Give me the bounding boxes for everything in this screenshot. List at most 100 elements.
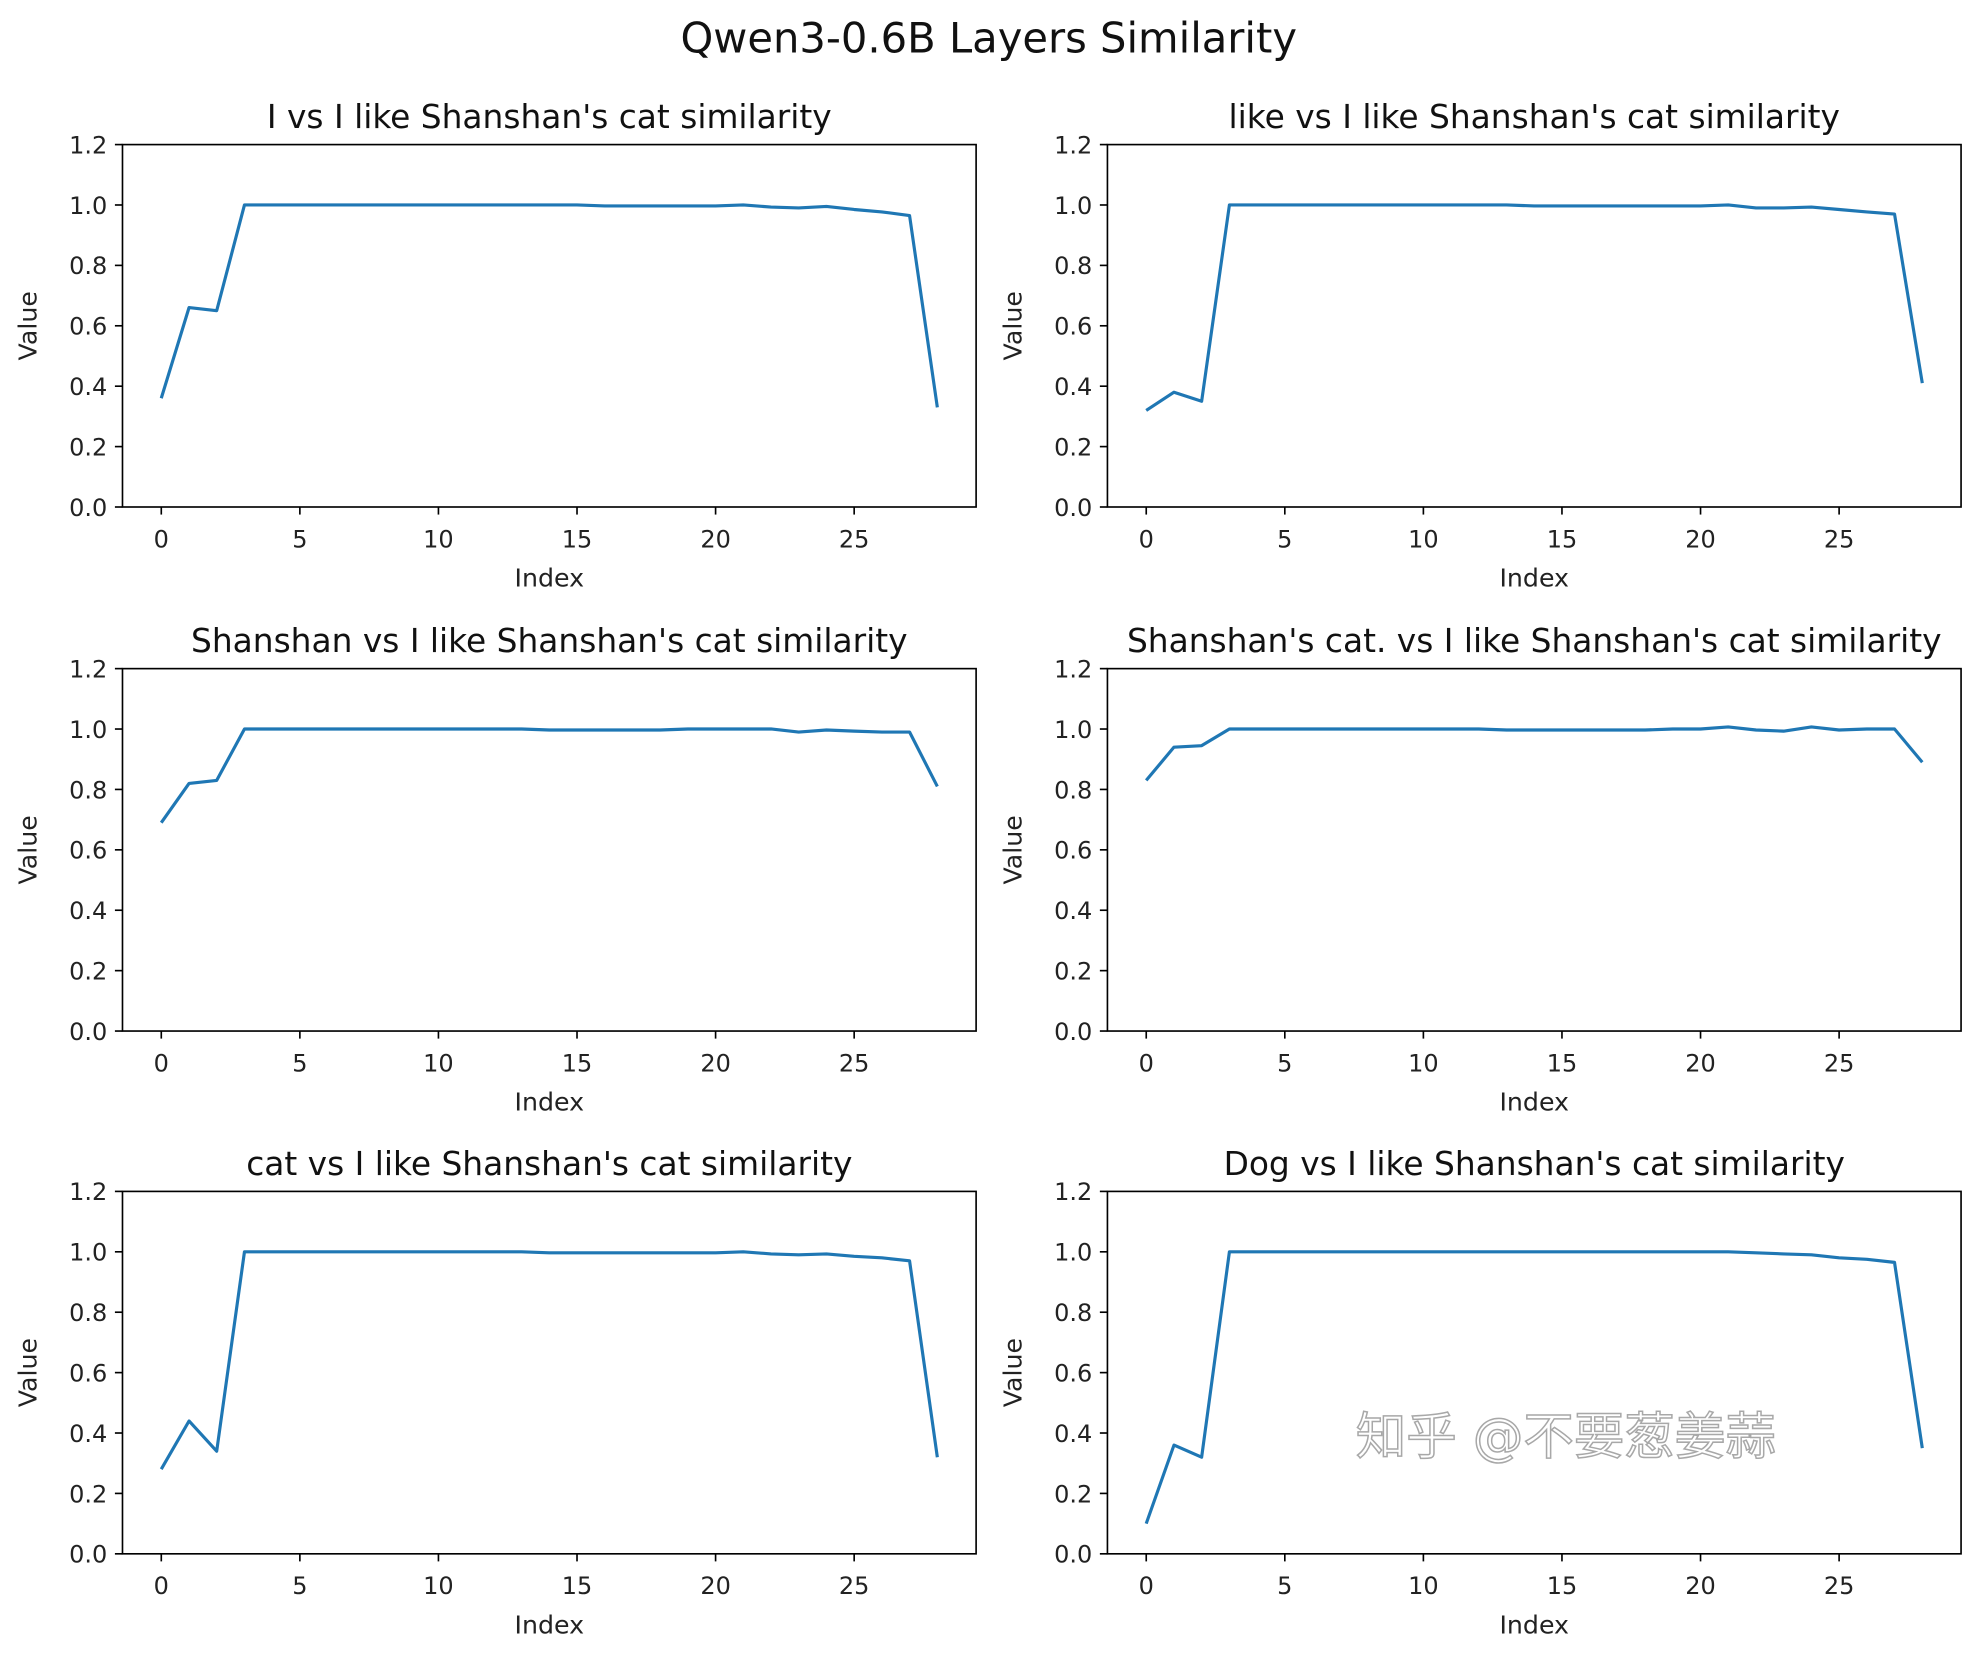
y-tick-label: 0.6: [69, 837, 107, 865]
x-tick-label: 0: [1139, 525, 1154, 553]
y-tick-label: 0.6: [1054, 837, 1092, 865]
y-tick-label: 1.0: [1054, 1239, 1092, 1267]
y-tick-label: 0.4: [69, 897, 107, 925]
x-tick-label: 0: [154, 525, 169, 553]
x-tick-label: 25: [1824, 525, 1855, 553]
x-tick-label: 25: [839, 525, 870, 553]
subplot-3: Shanshan vs I like Shanshan's cat simila…: [14, 622, 977, 1117]
y-tick-label: 0.0: [69, 1541, 107, 1569]
subplot-title: Shanshan's cat. vs I like Shanshan's cat…: [1127, 622, 1942, 660]
y-tick-label: 0.2: [69, 433, 107, 461]
x-tick-label: 0: [1139, 1049, 1154, 1077]
x-tick-label: 25: [839, 1049, 870, 1077]
x-tick-label: 5: [1277, 1572, 1292, 1600]
x-tick-label: 20: [700, 1572, 731, 1600]
x-tick-label: 5: [292, 1049, 307, 1077]
x-tick-label: 15: [562, 1572, 593, 1600]
y-tick-label: 0.2: [69, 1480, 107, 1508]
x-tick-label: 5: [292, 1572, 307, 1600]
x-tick-label: 5: [1277, 525, 1292, 553]
y-tick-label: 0.8: [1054, 1299, 1092, 1327]
y-tick-label: 0.6: [1054, 313, 1092, 341]
x-axis-label: Index: [515, 1610, 585, 1639]
series-line: [159, 727, 939, 824]
x-tick-label: 10: [1408, 1049, 1439, 1077]
x-tick-label: 0: [154, 1572, 169, 1600]
subplot-2: like vs I like Shanshan's cat similarity…: [999, 98, 1962, 593]
subplot-4: Shanshan's cat. vs I like Shanshan's cat…: [999, 622, 1962, 1117]
y-tick-label: 0.8: [69, 776, 107, 804]
y-tick-label: 0.0: [1054, 494, 1092, 522]
y-tick-label: 0.4: [1054, 1420, 1092, 1448]
x-tick-label: 0: [1139, 1572, 1154, 1600]
x-tick-label: 0: [154, 1049, 169, 1077]
y-axis-label: Value: [999, 291, 1028, 360]
figure-title: Qwen3-0.6B Layers Similarity: [680, 13, 1297, 62]
y-tick-label: 0.0: [1054, 1018, 1092, 1046]
subplot-title: Dog vs I like Shanshan's cat similarity: [1224, 1145, 1845, 1183]
subplot-title: cat vs I like Shanshan's cat similarity: [246, 1145, 852, 1183]
x-tick-label: 20: [1685, 1049, 1716, 1077]
x-axis-label: Index: [1499, 564, 1569, 593]
y-tick-label: 0.2: [1054, 433, 1092, 461]
y-tick-label: 0.2: [1054, 957, 1092, 985]
x-tick-label: 15: [562, 1049, 593, 1077]
y-tick-label: 0.8: [1054, 776, 1092, 804]
x-tick-label: 10: [1408, 525, 1439, 553]
subplot-title: Shanshan vs I like Shanshan's cat simila…: [191, 622, 908, 660]
x-axis-label: Index: [1499, 1610, 1569, 1639]
y-axis-label: Value: [14, 291, 43, 360]
series-line: [159, 203, 939, 408]
y-axis-label: Value: [14, 815, 43, 884]
y-tick-label: 1.2: [69, 1178, 107, 1206]
subplot-title: like vs I like Shanshan's cat similarity: [1229, 98, 1840, 136]
y-tick-label: 0.8: [69, 1299, 107, 1327]
subplot-title: I vs I like Shanshan's cat similarity: [267, 98, 832, 136]
axes-frame: [1106, 667, 1962, 1032]
x-tick-label: 15: [1547, 1049, 1578, 1077]
subplot-1: I vs I like Shanshan's cat similarity 0.0…: [14, 98, 977, 593]
y-tick-label: 0.8: [69, 252, 107, 280]
axes-frame: [121, 667, 977, 1032]
y-tick-label: 1.2: [1054, 655, 1092, 683]
x-tick-label: 10: [423, 1572, 454, 1600]
y-tick-label: 0.4: [1054, 897, 1092, 925]
axes-frame: [1106, 1190, 1962, 1555]
series-line: [1145, 203, 1924, 412]
y-axis-label: Value: [14, 1338, 43, 1407]
y-tick-label: 0.6: [69, 1359, 107, 1387]
y-tick-label: 1.0: [1054, 192, 1092, 220]
y-tick-label: 1.2: [1054, 1178, 1092, 1206]
x-tick-label: 15: [562, 525, 593, 553]
x-tick-label: 10: [1408, 1572, 1439, 1600]
x-tick-label: 5: [292, 525, 307, 553]
y-tick-label: 0.6: [1054, 1359, 1092, 1387]
y-tick-label: 1.0: [69, 192, 107, 220]
y-tick-label: 1.0: [69, 716, 107, 744]
y-tick-label: 0.4: [69, 373, 107, 401]
subplot-6: Dog vs I like Shanshan's cat similarity 0…: [999, 1145, 1962, 1639]
series-line: [159, 1250, 939, 1471]
y-tick-label: 0.4: [1054, 373, 1092, 401]
y-tick-label: 0.0: [69, 1018, 107, 1046]
y-tick-label: 0.0: [1054, 1541, 1092, 1569]
subplot-5: cat vs I like Shanshan's cat similarity 0…: [14, 1145, 977, 1639]
y-axis-label: Value: [999, 1338, 1028, 1407]
y-tick-label: 1.2: [69, 131, 107, 159]
x-tick-label: 20: [1685, 1572, 1716, 1600]
axes-frame: [1106, 143, 1962, 508]
x-tick-label: 15: [1547, 525, 1578, 553]
y-tick-label: 1.0: [69, 1239, 107, 1267]
watermark: 知乎 @不要葱姜蒜: [1356, 1407, 1776, 1466]
y-tick-label: 0.8: [1054, 252, 1092, 280]
series-line: [1144, 1250, 1924, 1525]
x-axis-label: Index: [515, 1088, 585, 1117]
y-tick-label: 1.0: [1054, 716, 1092, 744]
x-tick-label: 20: [700, 525, 731, 553]
y-tick-label: 0.0: [69, 494, 107, 522]
axes-frame: [121, 143, 977, 508]
y-tick-label: 0.2: [69, 957, 107, 985]
y-tick-label: 1.2: [1054, 131, 1092, 159]
x-tick-label: 15: [1547, 1572, 1578, 1600]
